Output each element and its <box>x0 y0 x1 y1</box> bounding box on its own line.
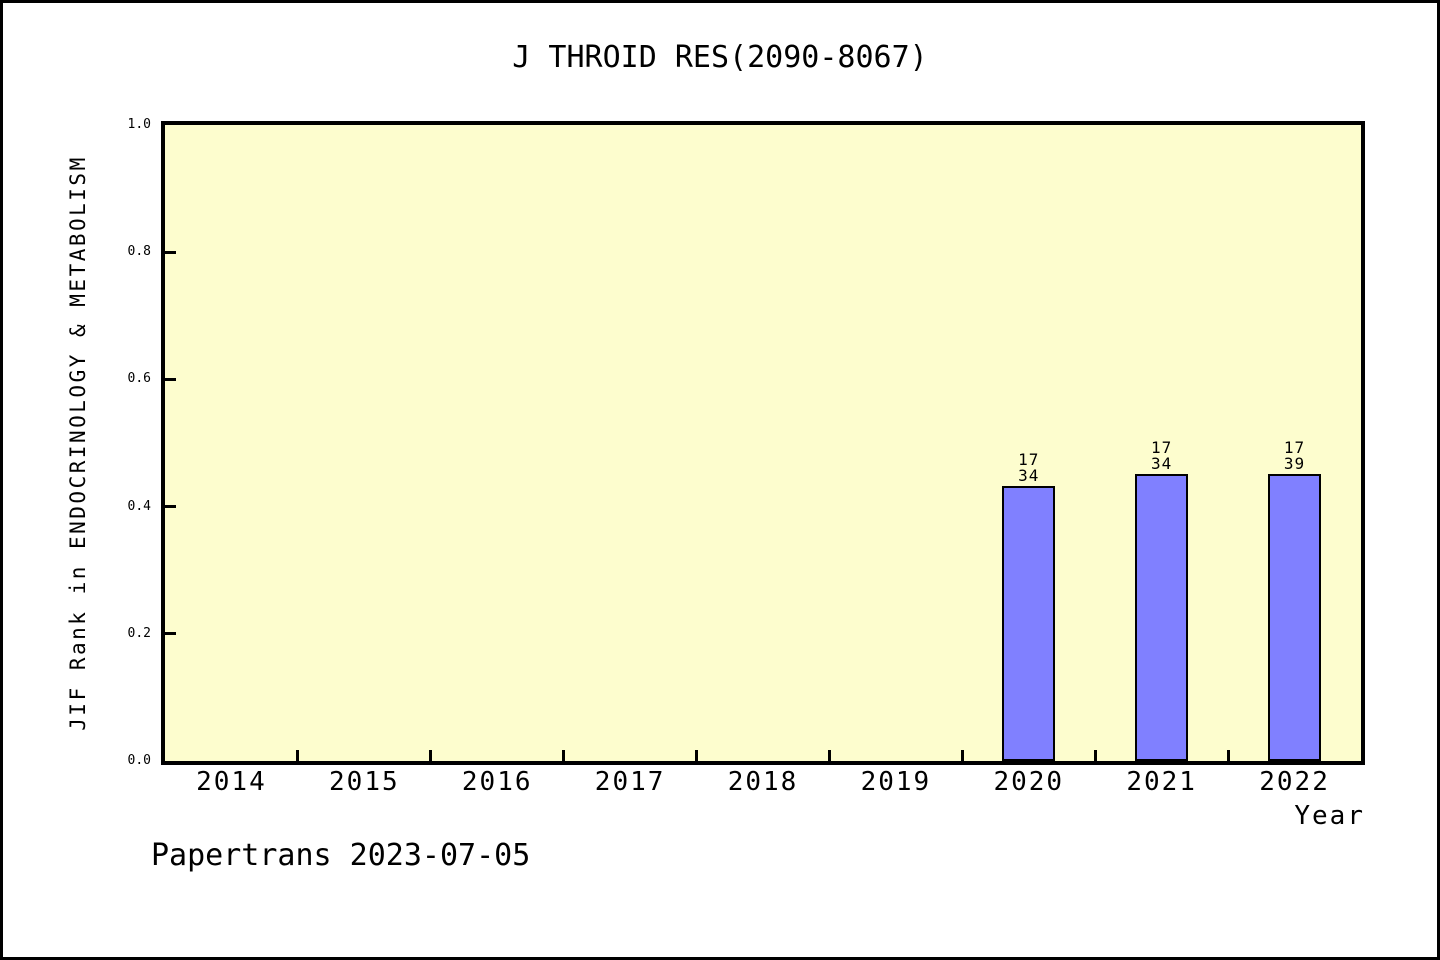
x-tick <box>695 750 699 761</box>
x-tick-label: 2018 <box>727 767 799 797</box>
x-tick <box>429 750 433 761</box>
x-tick <box>1226 750 1230 761</box>
x-tick-label: 2015 <box>329 767 400 797</box>
y-tick <box>165 632 176 636</box>
x-tick <box>562 750 566 761</box>
x-tick-label: 2017 <box>594 767 666 797</box>
x-tick-label: 2020 <box>993 767 1065 797</box>
y-tick-label: 0.2 <box>127 625 151 641</box>
y-tick <box>165 250 176 254</box>
bar-2021 <box>1135 474 1189 761</box>
y-tick-label: 0.4 <box>127 498 151 514</box>
x-tick <box>960 750 964 761</box>
x-tick-label: 2021 <box>1126 767 1197 797</box>
x-tick <box>827 750 831 761</box>
bar-2022 <box>1268 474 1322 761</box>
x-axis-title: Year <box>1294 801 1365 831</box>
x-tick-label: 2019 <box>860 767 932 797</box>
bar-value-label: 17 34 <box>1018 450 1040 485</box>
plot-area: 17 34 17 34 17 39 <box>161 121 1365 765</box>
bar-value-label: 17 39 <box>1283 438 1306 473</box>
bar-value-label: 17 34 <box>1151 438 1173 473</box>
y-tick <box>165 377 176 381</box>
y-tick <box>165 505 176 509</box>
y-tick-label: 0.0 <box>127 753 151 768</box>
y-tick-label: 0.6 <box>127 371 151 387</box>
bar-2020 <box>1002 486 1056 761</box>
y-tick-label: 1.0 <box>127 117 151 132</box>
footer-watermark: Papertrans 2023-07-05 <box>151 838 531 873</box>
x-tick-label: 2016 <box>461 767 533 797</box>
chart-title: J THROID RES(2090-8067) <box>512 40 928 75</box>
y-axis-title: JIF Rank in ENDOCRINOLOGY & METABOLISM <box>66 155 90 731</box>
x-tick <box>296 750 300 761</box>
x-tick-label: 2014 <box>196 767 267 797</box>
x-tick-label: 2022 <box>1259 767 1330 797</box>
y-tick-label: 0.8 <box>127 244 151 260</box>
x-tick <box>1093 750 1097 761</box>
